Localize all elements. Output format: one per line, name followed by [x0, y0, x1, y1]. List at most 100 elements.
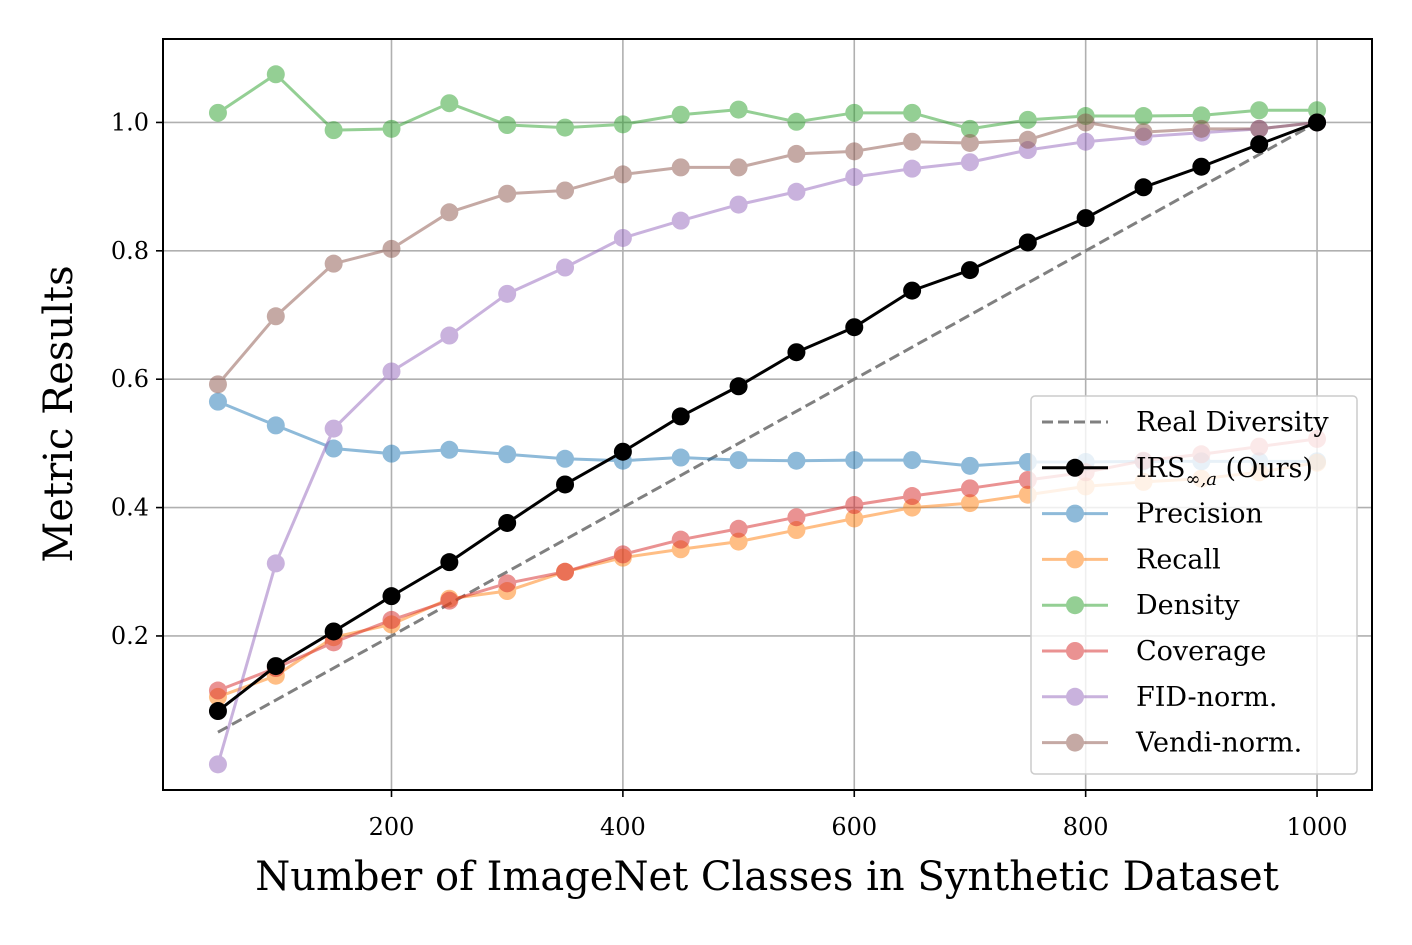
data-point-irs-ours	[1308, 113, 1327, 132]
data-point-coverage	[208, 681, 227, 700]
data-point-density	[613, 115, 632, 134]
legend: Real Diversity IRS∞,a (Ours) Precision Reca…	[1030, 395, 1358, 775]
data-point-density	[1192, 106, 1211, 125]
data-point-vendi-norm	[1134, 123, 1153, 142]
data-point-precision	[903, 451, 922, 470]
data-point-precision	[498, 445, 517, 464]
data-point-irs-ours	[498, 513, 517, 532]
data-point-irs-ours	[613, 442, 632, 461]
data-point-precision	[382, 444, 401, 463]
data-point-vendi-norm	[1076, 113, 1095, 132]
data-point-fid-norm	[208, 755, 227, 774]
data-point-irs-ours	[382, 587, 401, 606]
legend-label: FID-norm.	[1136, 682, 1277, 713]
data-point-precision	[208, 392, 227, 411]
data-point-coverage	[845, 496, 864, 515]
data-point-vendi-norm	[440, 203, 459, 222]
data-point-density	[1250, 101, 1269, 120]
data-point-fid-norm	[845, 168, 864, 187]
legend-entry-vendi-norm	[1042, 733, 1108, 752]
series-density	[208, 65, 1327, 140]
data-point-irs-ours	[960, 261, 979, 280]
axis-ticks: 200 400 600 800 1000 0.2 0.4 0.6 0.8 1.0	[111, 108, 1348, 841]
data-point-precision	[845, 451, 864, 470]
x-axis-label: Number of ImageNet Classes in Synthetic …	[255, 854, 1279, 900]
legend-box	[1030, 395, 1358, 775]
data-point-coverage	[613, 545, 632, 564]
x-tick-label: 600	[831, 813, 877, 841]
data-point-coverage	[498, 574, 517, 593]
data-point-fid-norm	[613, 228, 632, 247]
legend-swatch-marker	[1066, 687, 1084, 706]
data-point-density	[960, 119, 979, 138]
data-point-fid-norm	[498, 284, 517, 303]
data-point-irs-ours	[208, 702, 227, 721]
data-point-density	[440, 94, 459, 113]
data-point-vendi-norm	[324, 254, 343, 273]
series-irs-ours	[208, 113, 1327, 721]
data-point-irs-ours	[1192, 157, 1211, 176]
data-point-vendi-norm	[1250, 119, 1269, 138]
series-line-real-diversity	[217, 121, 1318, 734]
data-point-density	[1018, 110, 1037, 129]
data-point-density	[845, 103, 864, 122]
data-point-fid-norm	[440, 326, 459, 345]
data-point-vendi-norm	[845, 142, 864, 161]
y-axis-label: Metric Results	[36, 265, 82, 562]
data-point-vendi-norm	[613, 165, 632, 184]
data-point-irs-ours	[1076, 209, 1095, 228]
legend-swatch-marker	[1066, 550, 1084, 569]
y-tick-label: 0.8	[111, 237, 149, 265]
series-line-irs-ours	[217, 121, 1318, 713]
series-line-vendi-norm	[216, 120, 1318, 386]
data-point-density	[556, 118, 575, 137]
data-point-irs-ours	[1018, 233, 1037, 252]
data-point-coverage	[787, 508, 806, 527]
series-group	[208, 65, 1327, 774]
data-point-coverage	[556, 562, 575, 581]
series-line-fid-norm	[216, 120, 1318, 765]
data-point-coverage	[382, 610, 401, 629]
data-point-irs-ours	[324, 622, 343, 641]
legend-swatch-marker	[1066, 642, 1084, 660]
legend-label: Vendi-norm.	[1135, 728, 1302, 759]
data-point-density	[671, 105, 690, 124]
data-point-irs-ours	[1134, 178, 1153, 197]
data-point-fid-norm	[903, 159, 922, 178]
legend-label: Coverage	[1136, 636, 1266, 667]
series-real-diversity	[217, 121, 1318, 734]
data-point-fid-norm	[960, 153, 979, 172]
data-point-vendi-norm	[787, 144, 806, 163]
data-point-vendi-norm	[1192, 119, 1211, 138]
plot-frame	[162, 38, 1373, 791]
y-tick-label: 0.2	[111, 622, 149, 650]
data-point-coverage	[960, 479, 979, 498]
data-point-fid-norm	[787, 182, 806, 201]
data-point-density	[729, 100, 748, 119]
x-tick-label: 1000	[1287, 813, 1348, 841]
data-point-density	[787, 112, 806, 131]
legend-entry-fid-norm	[1042, 687, 1108, 706]
legend-entry-irs-ours	[1042, 458, 1108, 477]
data-point-vendi-norm	[960, 133, 979, 152]
data-point-precision	[729, 451, 748, 470]
x-tick-label: 400	[600, 813, 646, 841]
data-point-vendi-norm	[556, 181, 575, 200]
data-point-fid-norm	[1076, 132, 1095, 151]
legend-swatch-marker	[1066, 596, 1084, 615]
data-point-vendi-norm	[382, 239, 401, 258]
legend-label: Recall	[1136, 544, 1221, 575]
series-vendi-norm	[208, 113, 1327, 394]
data-point-precision	[266, 416, 285, 435]
data-point-irs-ours	[903, 281, 922, 300]
legend-swatch-marker	[1066, 504, 1084, 523]
y-tick-label: 0.6	[111, 365, 149, 393]
legend-entry-recall	[1042, 550, 1108, 569]
data-point-fid-norm	[266, 554, 285, 573]
data-point-irs-ours	[266, 657, 285, 676]
legend-label: Density	[1136, 590, 1240, 621]
series-line-density	[217, 72, 1318, 132]
data-point-precision	[440, 440, 459, 459]
